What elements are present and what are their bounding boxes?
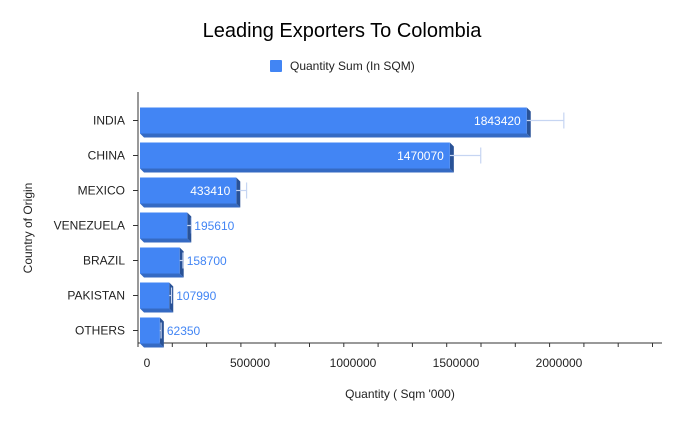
data-label: 158700 [187,254,227,268]
bar-depth-side [449,142,454,173]
bar [140,142,450,169]
bar-depth-side [159,317,164,348]
category-label: PAKISTAN [67,289,125,303]
data-label: 433410 [190,184,230,198]
bar-depth-bottom [140,273,184,278]
bar [140,247,180,274]
bar-depth-bottom [140,168,454,173]
x-tick-label: 1000000 [330,356,377,370]
bar-depth-bottom [140,203,241,208]
data-label: 1470070 [397,149,444,163]
x-tick-label: 0 [144,356,151,370]
data-label: 107990 [176,289,216,303]
x-tick-label: 500000 [230,356,270,370]
bar-depth-bottom [140,133,531,138]
bar [140,212,188,239]
category-label: VENEZUELA [54,219,125,233]
category-label: CHINA [88,149,125,163]
bar-depth-side [526,107,531,138]
chart-title: Leading Exporters To Colombia [202,20,482,42]
data-label: 62350 [167,324,201,338]
legend-swatch [270,60,282,72]
bar [140,107,527,134]
bar-depth-bottom [140,238,192,243]
y-axis-title: Country of Origin [21,182,35,274]
x-tick-label: 1500000 [433,356,480,370]
legend-label: Quantity Sum (In SQM) [290,59,415,73]
data-label: 195610 [194,219,234,233]
bar-depth-bottom [140,308,174,313]
bar [140,177,237,204]
x-tick-label: 2000000 [536,356,583,370]
x-axis-title: Quantity ( Sqm '000) [345,387,455,401]
legend: Quantity Sum (In SQM) [270,59,415,73]
category-label: BRAZIL [83,254,125,268]
bar [140,282,170,309]
category-label: MEXICO [78,184,125,198]
data-label: 1843420 [474,114,521,128]
category-label: OTHERS [75,324,125,338]
category-label: INDIA [93,114,125,128]
bar-depth-side [187,212,192,243]
bar-depth-side [236,177,241,208]
bar-depth-bottom [140,343,164,348]
bar [140,317,160,344]
